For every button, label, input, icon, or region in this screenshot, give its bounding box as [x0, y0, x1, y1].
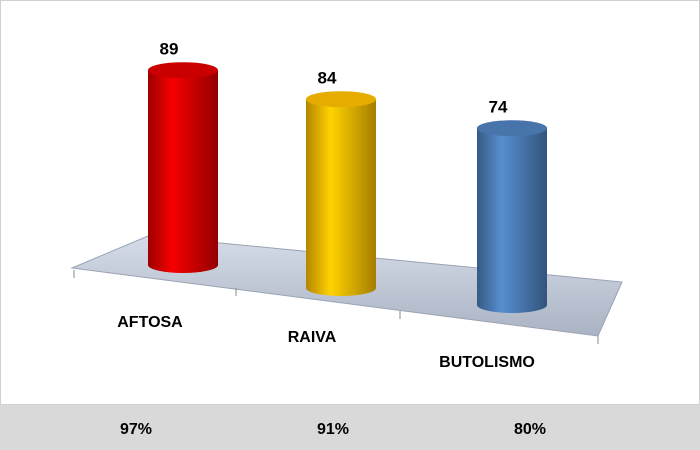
value-label: 84 [318, 69, 337, 88]
footer-label: 80% [514, 421, 546, 438]
bar-top [148, 62, 218, 79]
bar [148, 70, 218, 273]
x-tick-label: BUTOLISMO [439, 354, 535, 371]
bar-top [477, 120, 547, 137]
x-tick-label: AFTOSA [117, 314, 183, 331]
footer-band [0, 405, 700, 450]
bar [477, 128, 547, 313]
value-label: 74 [489, 98, 508, 117]
footer-label: 91% [317, 421, 349, 438]
footer-label: 97% [120, 421, 152, 438]
category-ticks [73, 270, 599, 344]
value-label: 89 [160, 40, 179, 59]
bar-top [306, 91, 376, 108]
x-tick-label: RAIVA [288, 329, 337, 346]
bar [306, 99, 376, 296]
